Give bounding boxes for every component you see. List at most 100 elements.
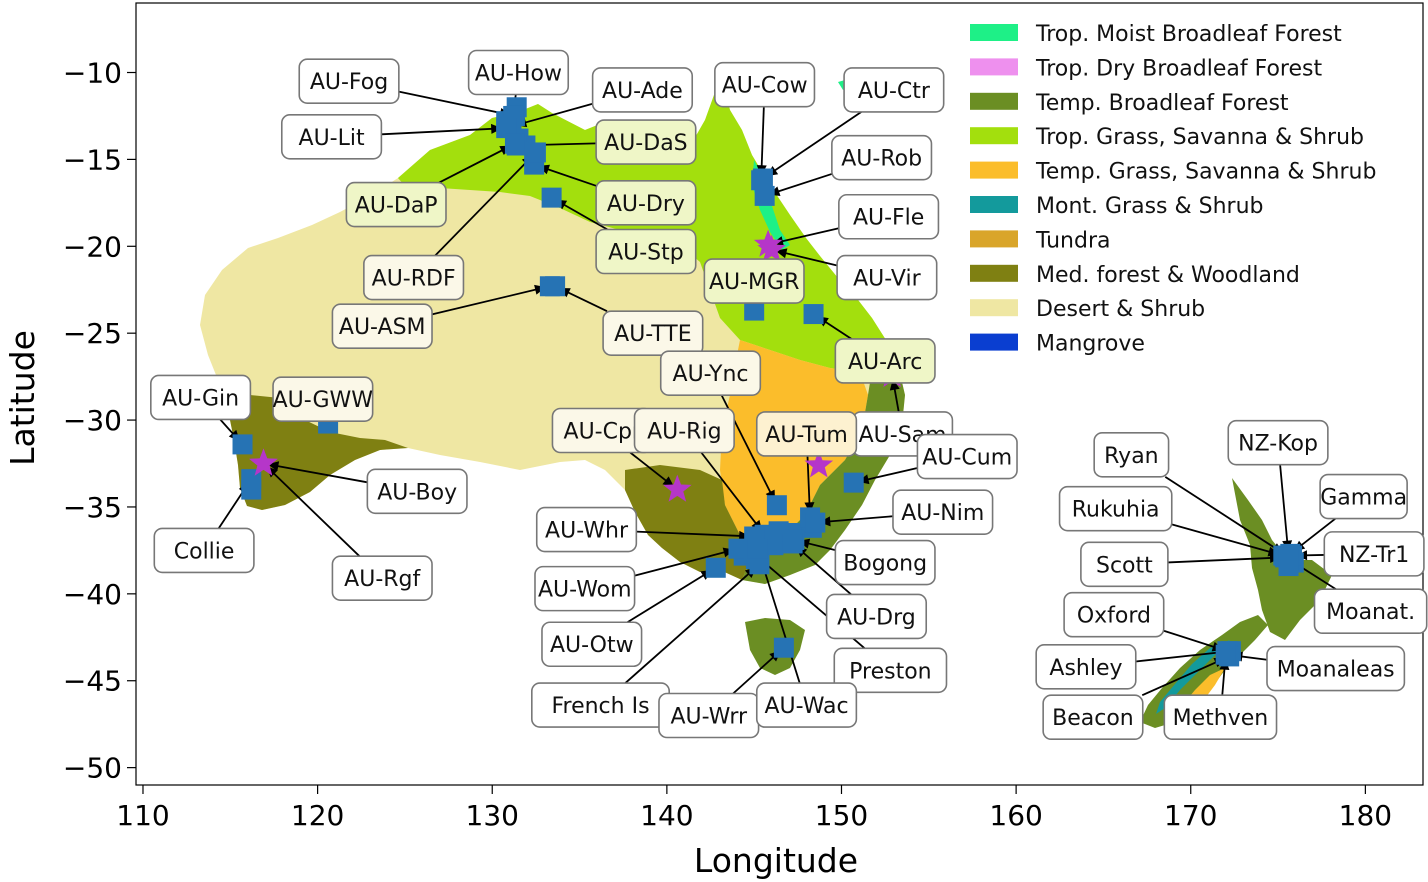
label-box bbox=[633, 407, 735, 454]
label-text: AU-Arc bbox=[848, 350, 922, 375]
legend-item-med-forest-woodland: Med. forest & Woodland bbox=[970, 263, 1300, 288]
x-tick-label: 170 bbox=[1164, 799, 1217, 832]
site-label-au-stp: AU-Stp bbox=[595, 228, 697, 275]
label-text: AU-Rig bbox=[647, 419, 721, 444]
site-marker-au-cum bbox=[843, 472, 864, 493]
site-marker-au-rob bbox=[754, 185, 775, 206]
site-marker-au-rdf bbox=[525, 142, 546, 163]
label-box bbox=[831, 134, 933, 181]
site-label-au-das: AU-DaS bbox=[595, 119, 697, 165]
legend-item-tundra: Tundra bbox=[970, 228, 1110, 253]
label-text: Oxford bbox=[1077, 604, 1151, 629]
legend: Trop. Moist Broadleaf Forest Trop. Dry Br… bbox=[970, 22, 1376, 357]
label-box bbox=[703, 258, 805, 304]
label-box bbox=[1093, 432, 1170, 478]
site-label-au-asm: AU-ASM bbox=[331, 303, 433, 350]
label-text: Moanaleas bbox=[1277, 658, 1395, 683]
label-box bbox=[1266, 645, 1406, 692]
legend-swatch bbox=[970, 230, 1018, 248]
x-tick-label: 180 bbox=[1339, 799, 1392, 832]
label-text: AU-Ync bbox=[673, 362, 749, 387]
site-star-au-cpr bbox=[663, 474, 692, 502]
label-box bbox=[153, 527, 255, 574]
label-text: Beacon bbox=[1052, 706, 1134, 731]
label-box bbox=[467, 49, 570, 96]
arrowhead-au-cpr bbox=[662, 476, 675, 488]
label-box bbox=[534, 565, 636, 612]
label-box bbox=[331, 303, 433, 350]
label-text: NZ-Kop bbox=[1238, 432, 1318, 457]
site-label-au-cpr: AU-Cpr bbox=[551, 407, 653, 454]
label-box bbox=[892, 489, 994, 535]
site-label-au-tum: AU-Tum bbox=[755, 411, 858, 457]
label-box bbox=[150, 374, 252, 421]
site-marker-moanat bbox=[1278, 549, 1299, 570]
label-text: AU-MGR bbox=[709, 270, 799, 295]
site-label-au-rob: AU-Rob bbox=[831, 134, 933, 181]
connector-rukuhia bbox=[1171, 523, 1280, 556]
legend-swatch bbox=[970, 333, 1018, 351]
label-text: AU-Dry bbox=[607, 192, 685, 217]
y-tick-label: −10 bbox=[63, 57, 122, 90]
site-label-au-rdf: AU-RDF bbox=[363, 254, 465, 301]
site-label-au-gww: AU-GWW bbox=[272, 376, 374, 423]
label-box bbox=[714, 61, 816, 108]
label-box bbox=[595, 180, 697, 226]
site-marker-au-wrr bbox=[773, 637, 794, 658]
label-text: AU-Drg bbox=[837, 605, 916, 630]
site-label-au-ctr: AU-Ctr bbox=[843, 67, 945, 113]
site-marker-au-mgr bbox=[744, 300, 765, 321]
label-box bbox=[366, 468, 468, 515]
connector-au-wom bbox=[634, 548, 735, 577]
label-box bbox=[280, 114, 383, 160]
site-label-nz-tr1: NZ-Tr1 bbox=[1323, 531, 1425, 577]
connector-ryan bbox=[1164, 476, 1284, 555]
label-box bbox=[595, 119, 697, 165]
label-box bbox=[834, 539, 936, 586]
legend-swatch bbox=[970, 24, 1018, 41]
label-text: AU-Rgf bbox=[344, 567, 421, 592]
y-tick-label: −45 bbox=[63, 665, 122, 698]
label-box bbox=[1163, 694, 1278, 741]
site-label-au-arc: AU-Arc bbox=[834, 338, 936, 384]
site-label-au-rgf: AU-Rgf bbox=[331, 555, 433, 602]
connector-nz-kop bbox=[1279, 464, 1290, 552]
label-box bbox=[1227, 419, 1329, 466]
site-label-au-rig: AU-Rig bbox=[633, 407, 735, 454]
x-axis-label: Longitude bbox=[694, 841, 858, 880]
site-label-au-cum: AU-Cum bbox=[916, 433, 1018, 480]
site-label-french-is: French Is bbox=[531, 682, 671, 728]
connector-au-rig bbox=[700, 451, 763, 533]
label-text: Preston bbox=[849, 659, 931, 684]
label-text: AU-How bbox=[475, 62, 562, 87]
site-label-bogong: Bogong bbox=[834, 539, 936, 586]
legend-label: Desert & Shrub bbox=[1036, 297, 1205, 322]
site-label-au-ade: AU-Ade bbox=[591, 67, 694, 113]
label-box bbox=[833, 647, 948, 694]
site-marker-au-wom bbox=[728, 538, 749, 559]
site-label-gamma: Gamma bbox=[1319, 473, 1408, 520]
label-text: AU-Wom bbox=[538, 578, 632, 603]
legend-label: Temp. Grass, Savanna & Shrub bbox=[1035, 160, 1376, 185]
connector-scott bbox=[1167, 556, 1282, 564]
label-box bbox=[1080, 541, 1169, 588]
label-text: AU-Ade bbox=[602, 79, 683, 104]
site-label-au-tte: AU-TTE bbox=[602, 310, 704, 356]
site-label-ryan: Ryan bbox=[1093, 432, 1170, 478]
site-label-au-whr: AU-Whr bbox=[535, 506, 638, 553]
legend-label: Trop. Moist Broadleaf Forest bbox=[1035, 22, 1342, 47]
label-box bbox=[591, 67, 694, 113]
y-tick-label: −15 bbox=[63, 143, 122, 176]
site-label-au-drg: AU-Drg bbox=[825, 593, 928, 640]
label-box bbox=[1063, 591, 1165, 638]
legend-item-temp-broadleaf-forest: Temp. Broadleaf Forest bbox=[970, 91, 1289, 116]
label-text: AU-DaP bbox=[355, 194, 438, 219]
site-marker-au-arc bbox=[803, 304, 824, 325]
site-markers bbox=[232, 97, 1304, 667]
site-marker-au-lit bbox=[496, 118, 517, 139]
legend-label: Mangrove bbox=[1036, 332, 1145, 357]
label-text: NZ-Tr1 bbox=[1339, 543, 1409, 568]
y-tick-label: −20 bbox=[63, 230, 122, 263]
connector-au-whr bbox=[636, 530, 751, 538]
connector-au-dap bbox=[438, 144, 512, 184]
